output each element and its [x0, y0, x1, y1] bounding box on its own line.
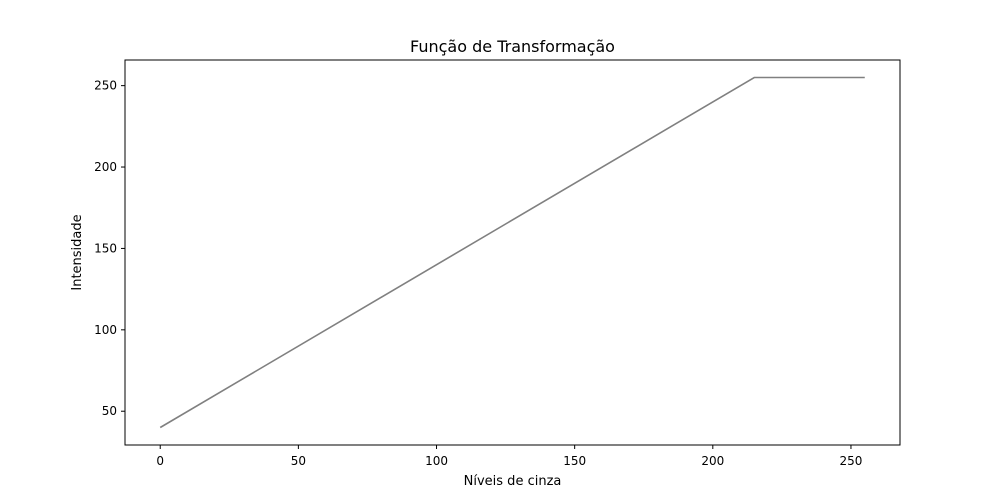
- x-axis-label: Níveis de cinza: [464, 474, 562, 489]
- series-line-0: [159, 76, 865, 429]
- plot-frame: [124, 59, 901, 446]
- x-tick-label: 250: [840, 454, 863, 468]
- x-tick-label: 50: [291, 454, 306, 468]
- y-tick-label: 50: [102, 404, 117, 418]
- y-tick-label: 150: [94, 241, 117, 255]
- chart-title: Função de Transformação: [410, 37, 615, 56]
- y-tick-label: 250: [94, 79, 117, 93]
- x-tick-label: 200: [701, 454, 724, 468]
- plot-area: 0 50 100 150 200 250 50 100 150 200 250: [94, 59, 901, 468]
- y-axis-label: Intensidade: [70, 214, 85, 290]
- x-tick-label: 150: [563, 454, 586, 468]
- y-tick-label: 200: [94, 160, 117, 174]
- x-tick-label: 0: [156, 454, 164, 468]
- x-tick-label: 100: [425, 454, 448, 468]
- y-tick-label: 100: [94, 323, 117, 337]
